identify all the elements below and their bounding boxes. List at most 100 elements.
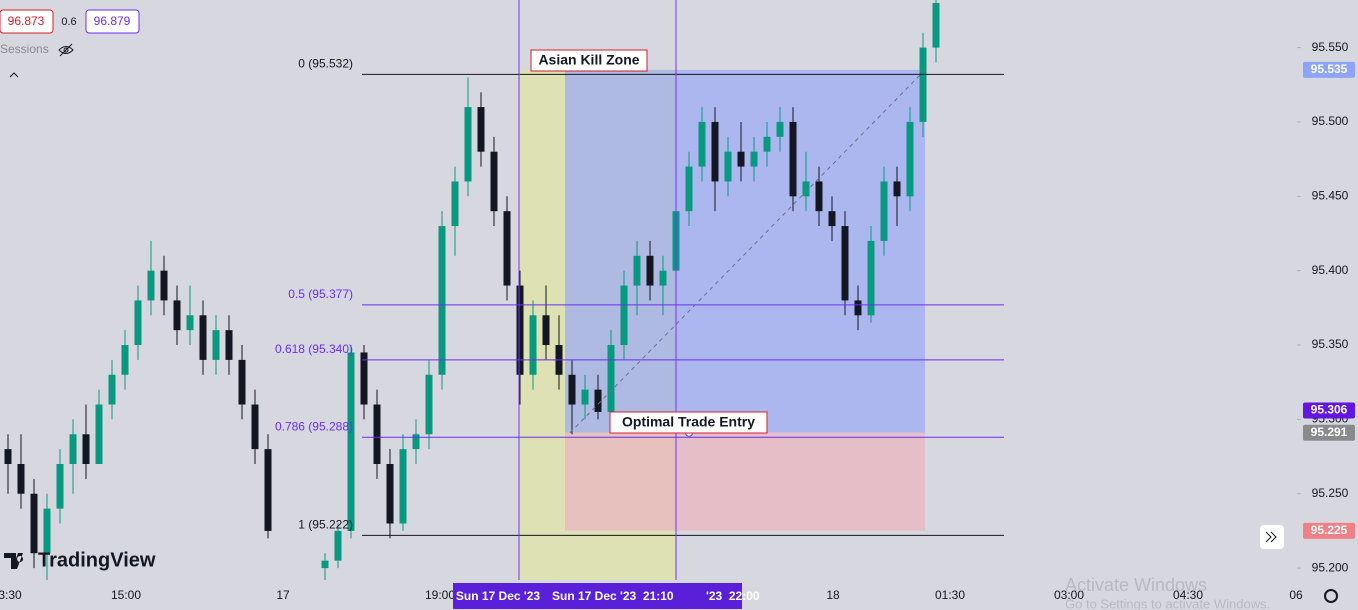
price-label-bg: [1303, 522, 1355, 539]
candle-body: [373, 404, 381, 464]
candle-body: [108, 374, 116, 405]
x-tick-label: 06: [1289, 588, 1303, 602]
y-tick-label: 95.200: [1312, 560, 1349, 574]
x-tick-label: 3:30: [0, 588, 22, 602]
brand: TradingView: [38, 549, 156, 571]
candle-body: [880, 181, 888, 241]
fib-label: 0 (95.532): [298, 57, 353, 71]
fib-label: 0.786 (95.288): [275, 419, 353, 433]
candle-body: [212, 330, 220, 360]
fib-label: 1 (95.222): [298, 518, 353, 532]
y-tick-label: 95.350: [1312, 337, 1349, 351]
candle-body: [321, 560, 329, 569]
candle-body: [906, 121, 914, 197]
candle-body: [568, 374, 576, 405]
scroll-button[interactable]: [1260, 525, 1284, 549]
buy-price: 96.879: [94, 14, 131, 28]
candle-body: [750, 151, 758, 167]
collapse-icon[interactable]: [9, 72, 19, 78]
candle-body: [17, 464, 25, 494]
hide-icon[interactable]: [58, 43, 74, 57]
scroll-icon: [1265, 531, 1277, 543]
x-tick-label: 03:00: [1054, 588, 1084, 602]
candle-body: [225, 330, 233, 360]
candle-body: [43, 508, 51, 554]
candle-body: [841, 226, 849, 301]
candle-body: [867, 240, 875, 316]
x-tick-label: 18: [826, 588, 840, 602]
candle-body: [186, 315, 194, 331]
fib-label: 0.5 (95.377): [288, 287, 353, 301]
annotation-box: [530, 49, 648, 72]
candle-body: [160, 270, 168, 301]
watermark-subtitle: Go to Settings to activate Windows.: [1065, 596, 1270, 610]
candle-body: [360, 352, 368, 405]
candle-body: [503, 211, 511, 286]
candle-body: [802, 181, 810, 197]
settings-icon[interactable]: [1324, 589, 1338, 603]
candle-body: [828, 211, 836, 227]
candle-body: [386, 464, 394, 524]
y-tick-label: 95.400: [1312, 263, 1349, 277]
sell-box[interactable]: [0, 9, 54, 34]
x-tick-label: 01:30: [935, 588, 965, 602]
candle-body: [789, 121, 797, 197]
candle-body: [919, 47, 927, 122]
candle-body: [737, 151, 745, 167]
spread: 0.6: [61, 16, 76, 28]
candle-body: [251, 404, 259, 450]
candle-body: [334, 530, 342, 561]
candle-body: [893, 181, 901, 197]
sessions-label[interactable]: Sessions: [0, 42, 49, 56]
price-label: 95.225: [1311, 523, 1348, 537]
candle-body: [173, 300, 181, 331]
candle-body: [147, 270, 155, 301]
candle-body: [646, 255, 654, 286]
candle-body: [199, 315, 207, 360]
candle-body: [490, 151, 498, 212]
annotation: Optimal Trade Entry: [622, 414, 755, 430]
candle-body: [776, 121, 784, 137]
candle-body: [399, 449, 407, 524]
crosshair-label: Sun 17 Dec '23: [456, 589, 541, 603]
candle-body: [82, 434, 90, 464]
candle-body: [264, 449, 272, 531]
stop-zone: [565, 432, 925, 531]
price-label-bg: [1303, 424, 1355, 441]
watermark-title: Activate Windows: [1065, 575, 1207, 595]
crosshair-label: Sun 17 Dec '23 21:10: [552, 589, 674, 603]
candle-body: [477, 107, 485, 152]
y-tick-label: 95.500: [1312, 114, 1349, 128]
price-label: 95.306: [1311, 403, 1348, 417]
logo: [4, 553, 24, 569]
candle-body: [30, 493, 38, 554]
candle-body: [347, 352, 355, 531]
candle-body: [516, 285, 524, 375]
annotation-box: [609, 411, 768, 434]
candle-body: [412, 434, 420, 450]
candle-body: [633, 255, 641, 286]
candle-body: [425, 374, 433, 435]
crosshair-label: '23 22:00: [706, 589, 760, 603]
x-tick-label: 17: [276, 588, 290, 602]
candle-body: [121, 345, 129, 375]
candle-body: [724, 151, 732, 182]
y-tick-label: 95.250: [1312, 486, 1349, 500]
candle-body: [238, 359, 246, 405]
candle-body: [659, 270, 667, 286]
candle-body: [854, 300, 862, 316]
candle-body: [134, 300, 142, 346]
candle-body: [542, 315, 550, 346]
candle-body: [95, 404, 103, 464]
candle-body: [464, 107, 472, 182]
candle-body: [620, 285, 628, 346]
candle-body: [932, 2, 940, 48]
buy-box[interactable]: [85, 9, 140, 34]
candle-body: [69, 434, 77, 464]
crosshair-bg: [453, 583, 742, 609]
x-tick-label: 04:30: [1173, 588, 1203, 602]
x-tick-label: 19:00: [425, 588, 455, 602]
target-zone: [565, 69, 925, 433]
